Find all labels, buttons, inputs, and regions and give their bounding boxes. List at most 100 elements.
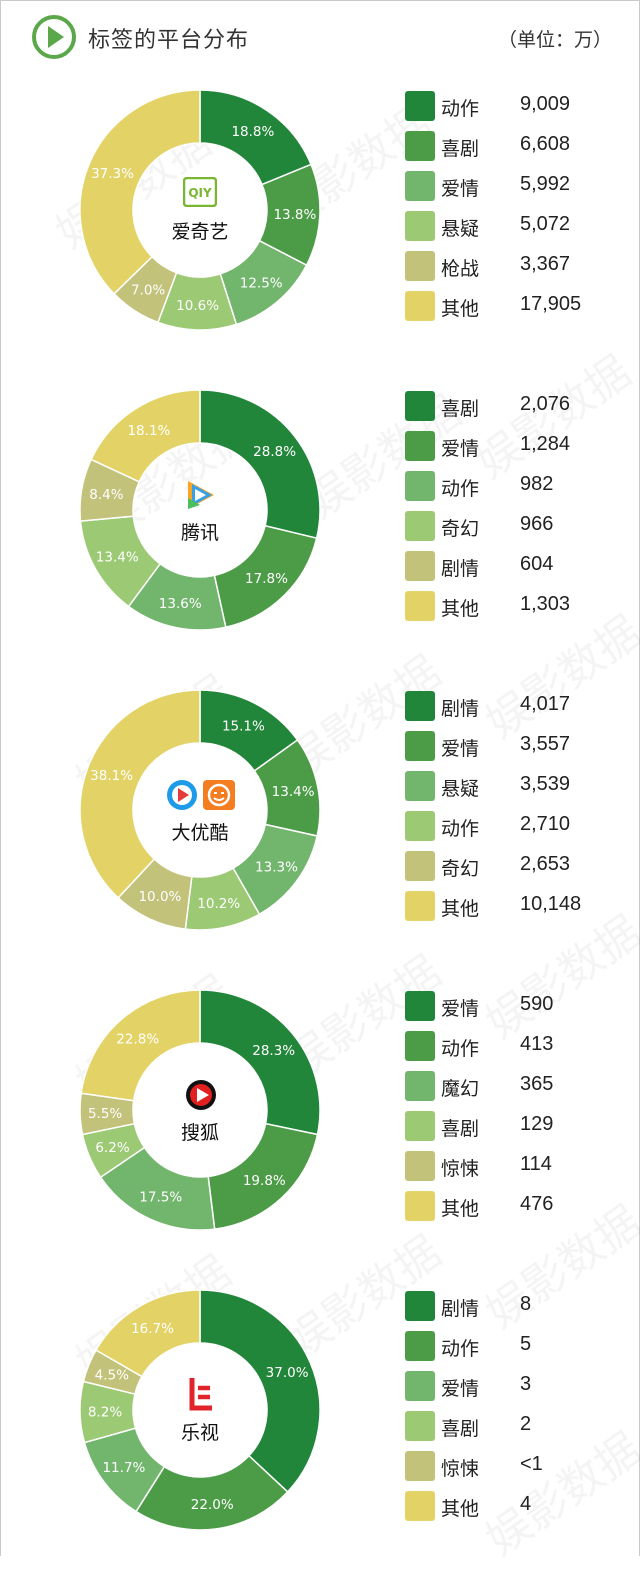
segment-percent-label: 18.1% [127,423,170,439]
donut-chart: 15.1% 13.4% 13.3% 10.2% 10.0% 38.1% [79,689,321,931]
segment-percent-label: 8.2% [88,1405,122,1421]
legend-category: 动作 [441,1338,480,1360]
legend-item: 奇幻 2,653 [405,846,625,886]
platform-name: 乐视 [180,1422,219,1444]
legend: 动作 9,009 喜剧 6,608 爱情 5,992 悬疑 5,072 枪战 3,367 其他 17,… [405,86,625,326]
donut-chart: 28.8% 17.8% 13.6% 13.4% 8.4% 18.1% [79,389,321,631]
legend-item: 其他 4 [405,1486,625,1526]
legend-item: 动作 5 [405,1326,625,1366]
legend-swatch [405,771,435,801]
legend-value: 5,072 [520,213,571,235]
segment-percent-label: 13.6% [159,596,202,612]
legend-item: 其他 10,148 [405,886,625,926]
legend-category: 惊悚 [441,1158,480,1180]
legend-category: 动作 [441,98,480,120]
legend-swatch [405,471,435,501]
legend-item: 剧情 8 [405,1286,625,1326]
segment-percent-label: 16.7% [131,1321,174,1337]
legend-value: 2 [520,1413,532,1435]
chart-tencent: 28.8% 17.8% 13.6% 13.4% 8.4% 18.1% 腾讯 喜剧 2,076… [0,378,640,678]
legend-item: 爱情 3,557 [405,726,625,766]
segment-percent-label: 13.4% [272,784,315,800]
legend-swatch [405,251,435,281]
legend-value: 2,076 [520,393,571,415]
donut-chart: 18.8% 13.8% 12.5% 10.6% 7.0% 37.3% [79,89,321,331]
play-circle-icon [32,15,76,59]
chart-youku: 15.1% 13.4% 13.3% 10.2% 10.0% 38.1% 大优酷 剧情 4,0… [0,678,640,978]
legend-category: 爱情 [441,178,480,200]
legend: 剧情 8 动作 5 爱情 3 喜剧 2 惊悚 <1 其他 4 [405,1286,625,1526]
legend: 喜剧 2,076 爱情 1,284 动作 982 奇幻 966 剧情 604 其他 1,303 [405,386,625,626]
donut-segment-6 [79,689,201,899]
legend-category: 爱情 [441,1378,480,1400]
donut-segment-1 [199,389,321,540]
legend-swatch [405,211,435,241]
legend-category: 悬疑 [441,218,480,240]
legend-value: 3,557 [520,733,571,755]
legend-category: 爱情 [441,438,480,460]
legend-value: 4,017 [520,693,571,715]
legend-value: 5 [520,1333,532,1355]
legend-item: 动作 982 [405,466,625,506]
platform-name: 爱奇艺 [171,221,229,243]
legend-value: 114 [520,1153,552,1175]
legend-category: 其他 [441,1198,480,1220]
platform-name: 腾讯 [180,522,219,544]
legend-category: 爱情 [441,998,480,1020]
legend-swatch [405,1411,435,1441]
youku-tudou-logo [165,778,237,812]
donut-segment-2 [135,1454,289,1531]
legend-category: 动作 [441,1038,480,1060]
segment-percent-label: 22.8% [116,1031,159,1047]
donut-chart: 28.3% 19.8% 17.5% 6.2% 5.5% 22.8% [79,989,321,1231]
legend-swatch [405,691,435,721]
legend-swatch [405,431,435,461]
donut-segment-6 [90,389,201,483]
legend-value: 590 [520,993,554,1015]
legend: 剧情 4,017 爱情 3,557 悬疑 3,539 动作 2,710 奇幻 2,653 其他 10,… [405,686,625,926]
legend-category: 惊悚 [441,1458,480,1480]
legend-item: 其他 476 [405,1186,625,1226]
segment-percent-label: 15.1% [222,719,265,735]
legend-category: 剧情 [441,1298,480,1320]
legend-item: 动作 9,009 [405,86,625,126]
legend-category: 爱情 [441,738,480,760]
legend-category: 剧情 [441,558,480,580]
segment-percent-label: 6.2% [95,1140,129,1156]
legend-value: <1 [520,1453,543,1475]
legend-item: 动作 413 [405,1026,625,1066]
legend-value: 2,653 [520,853,571,875]
legend-value: 966 [520,513,554,535]
legend-item: 喜剧 2 [405,1406,625,1446]
legend-swatch [405,391,435,421]
legend-swatch [405,731,435,761]
legend-swatch [405,1071,435,1101]
iqiyi-logo: QIY [182,176,218,208]
legend-swatch [405,1371,435,1401]
legend-item: 悬疑 3,539 [405,766,625,806]
legend-category: 奇幻 [441,518,480,540]
legend-value: 4 [520,1493,532,1515]
legend-item: 悬疑 5,072 [405,206,625,246]
legend-swatch [405,91,435,121]
legend-category: 枪战 [441,258,480,280]
legend-swatch [405,891,435,921]
segment-percent-label: 10.6% [176,298,219,314]
legend-value: 3,367 [520,253,571,275]
segment-percent-label: 13.4% [96,550,139,566]
legend-value: 2,710 [520,813,571,835]
legend-category: 悬疑 [441,778,480,800]
legend-value: 9,009 [520,93,571,115]
legend-swatch [405,1291,435,1321]
legend-item: 爱情 590 [405,986,625,1026]
legend: 爱情 590 动作 413 魔幻 365 喜剧 129 惊悚 114 其他 476 [405,986,625,1226]
legend-category: 其他 [441,298,480,320]
donut-segment-1 [199,989,321,1136]
legend-swatch [405,1111,435,1141]
legend-item: 其他 1,303 [405,586,625,626]
legend-swatch [405,171,435,201]
segment-percent-label: 28.3% [252,1043,295,1059]
legend-item: 喜剧 129 [405,1106,625,1146]
segment-percent-label: 28.8% [253,444,296,460]
donut-chart: 37.0% 22.0% 11.7% 8.2% 4.5% 16.7% [79,1289,321,1531]
